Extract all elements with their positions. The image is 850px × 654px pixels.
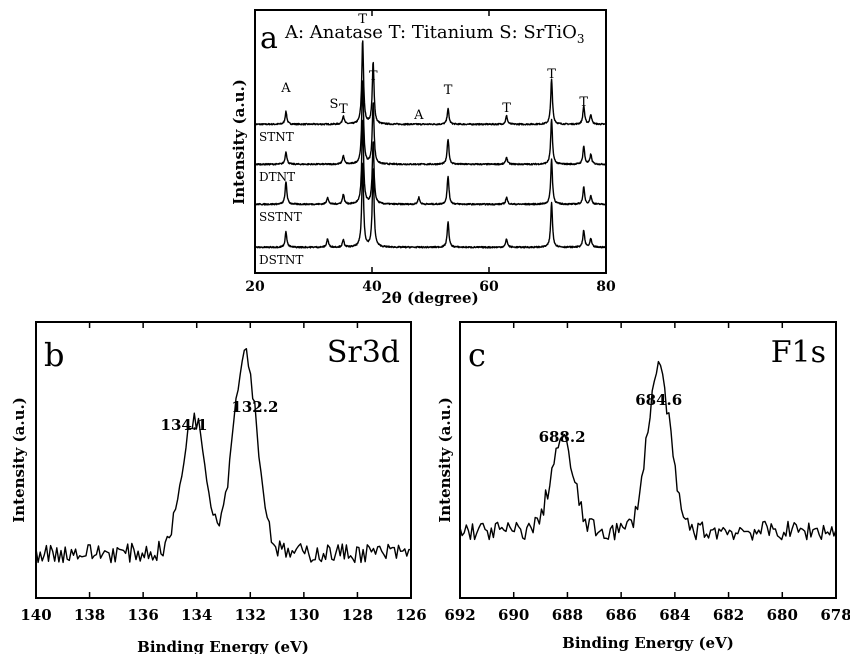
panel-c-frame [459, 321, 837, 599]
peak-value-label: 688.2 [539, 428, 586, 446]
peak-annotation: A [280, 81, 291, 96]
panel-a-legend-title: A: Anatase T: Titanium S: SrTiO3 [284, 22, 585, 46]
x-tick-label: 136 [127, 606, 158, 624]
peak-annotation: T [547, 67, 556, 82]
peak-annotation: T [579, 95, 588, 110]
xps-trace [459, 360, 837, 541]
x-tick-label: 126 [395, 606, 426, 624]
x-tick-label: 130 [288, 606, 319, 624]
peak-value-label: 134.1 [161, 416, 208, 434]
x-tick-label: 132 [235, 606, 266, 624]
panel-c-y-axis-label: Intensity (a.u.) [436, 397, 454, 523]
peak-annotation: T [339, 102, 348, 117]
peak-value-label: 684.6 [635, 391, 682, 409]
panel-c-title: F1s [771, 335, 826, 370]
series-label: DTNT [259, 170, 295, 184]
x-tick-label: 60 [479, 279, 499, 295]
x-tick-label: 134 [181, 606, 212, 624]
panel-c-x-axis-label: Binding Energy (eV) [562, 634, 734, 652]
peak-value-label: 132.2 [231, 398, 278, 416]
panel-b-frame [35, 321, 412, 599]
panel-b-x-axis-label: Binding Energy (eV) [137, 638, 309, 654]
x-tick-label: 40 [362, 279, 382, 295]
xps-trace [35, 348, 411, 564]
panel-b-title: Sr3d [327, 335, 400, 370]
peak-annotation: S [330, 97, 339, 112]
x-tick-label: 690 [498, 606, 529, 624]
x-tick-label: 140 [20, 606, 51, 624]
x-tick-label: 682 [713, 606, 744, 624]
series-label: STNT [259, 130, 294, 144]
x-tick-label: 138 [74, 606, 105, 624]
panel-b-label: b [44, 336, 64, 374]
panel-c-label: c [468, 336, 486, 374]
panel-a-frame [254, 9, 607, 274]
peak-annotation: A [413, 108, 424, 123]
x-tick-label: 128 [342, 606, 373, 624]
panel-b-y-axis-label: Intensity (a.u.) [10, 397, 28, 523]
xrd-trace-sstnt [254, 119, 607, 206]
peak-annotation: T [444, 83, 453, 98]
x-tick-label: 80 [596, 279, 616, 295]
peak-annotation: T [369, 69, 378, 84]
peak-annotation: T [502, 101, 511, 116]
series-label: DSTNT [259, 253, 303, 267]
panel-c: 688.2 684.6 692 690 688 686 684 682 680 678 c F1… [436, 321, 850, 652]
panel-a-x-axis-label: 2θ (degree) [381, 289, 478, 307]
panel-a-label: a [260, 21, 278, 56]
x-tick-label: 20 [245, 279, 265, 295]
xrd-trace-dtnt [254, 80, 607, 166]
x-tick-label: 680 [767, 606, 798, 624]
xrd-trace-stnt [254, 40, 606, 126]
x-tick-label: 692 [444, 606, 475, 624]
panel-b: 134.1 132.2 140 138 136 134 132 130 128 126 b Sr… [10, 321, 427, 654]
x-tick-label: 684 [659, 606, 690, 624]
x-tick-label: 678 [820, 606, 850, 624]
xrd-trace-dstnt [254, 162, 607, 249]
x-tick-label: 686 [605, 606, 636, 624]
panel-a-y-axis-label: Intensity (a.u.) [230, 79, 248, 205]
series-label: SSTNT [259, 210, 302, 224]
peak-annotation: T [358, 12, 367, 27]
x-tick-label: 688 [552, 606, 583, 624]
